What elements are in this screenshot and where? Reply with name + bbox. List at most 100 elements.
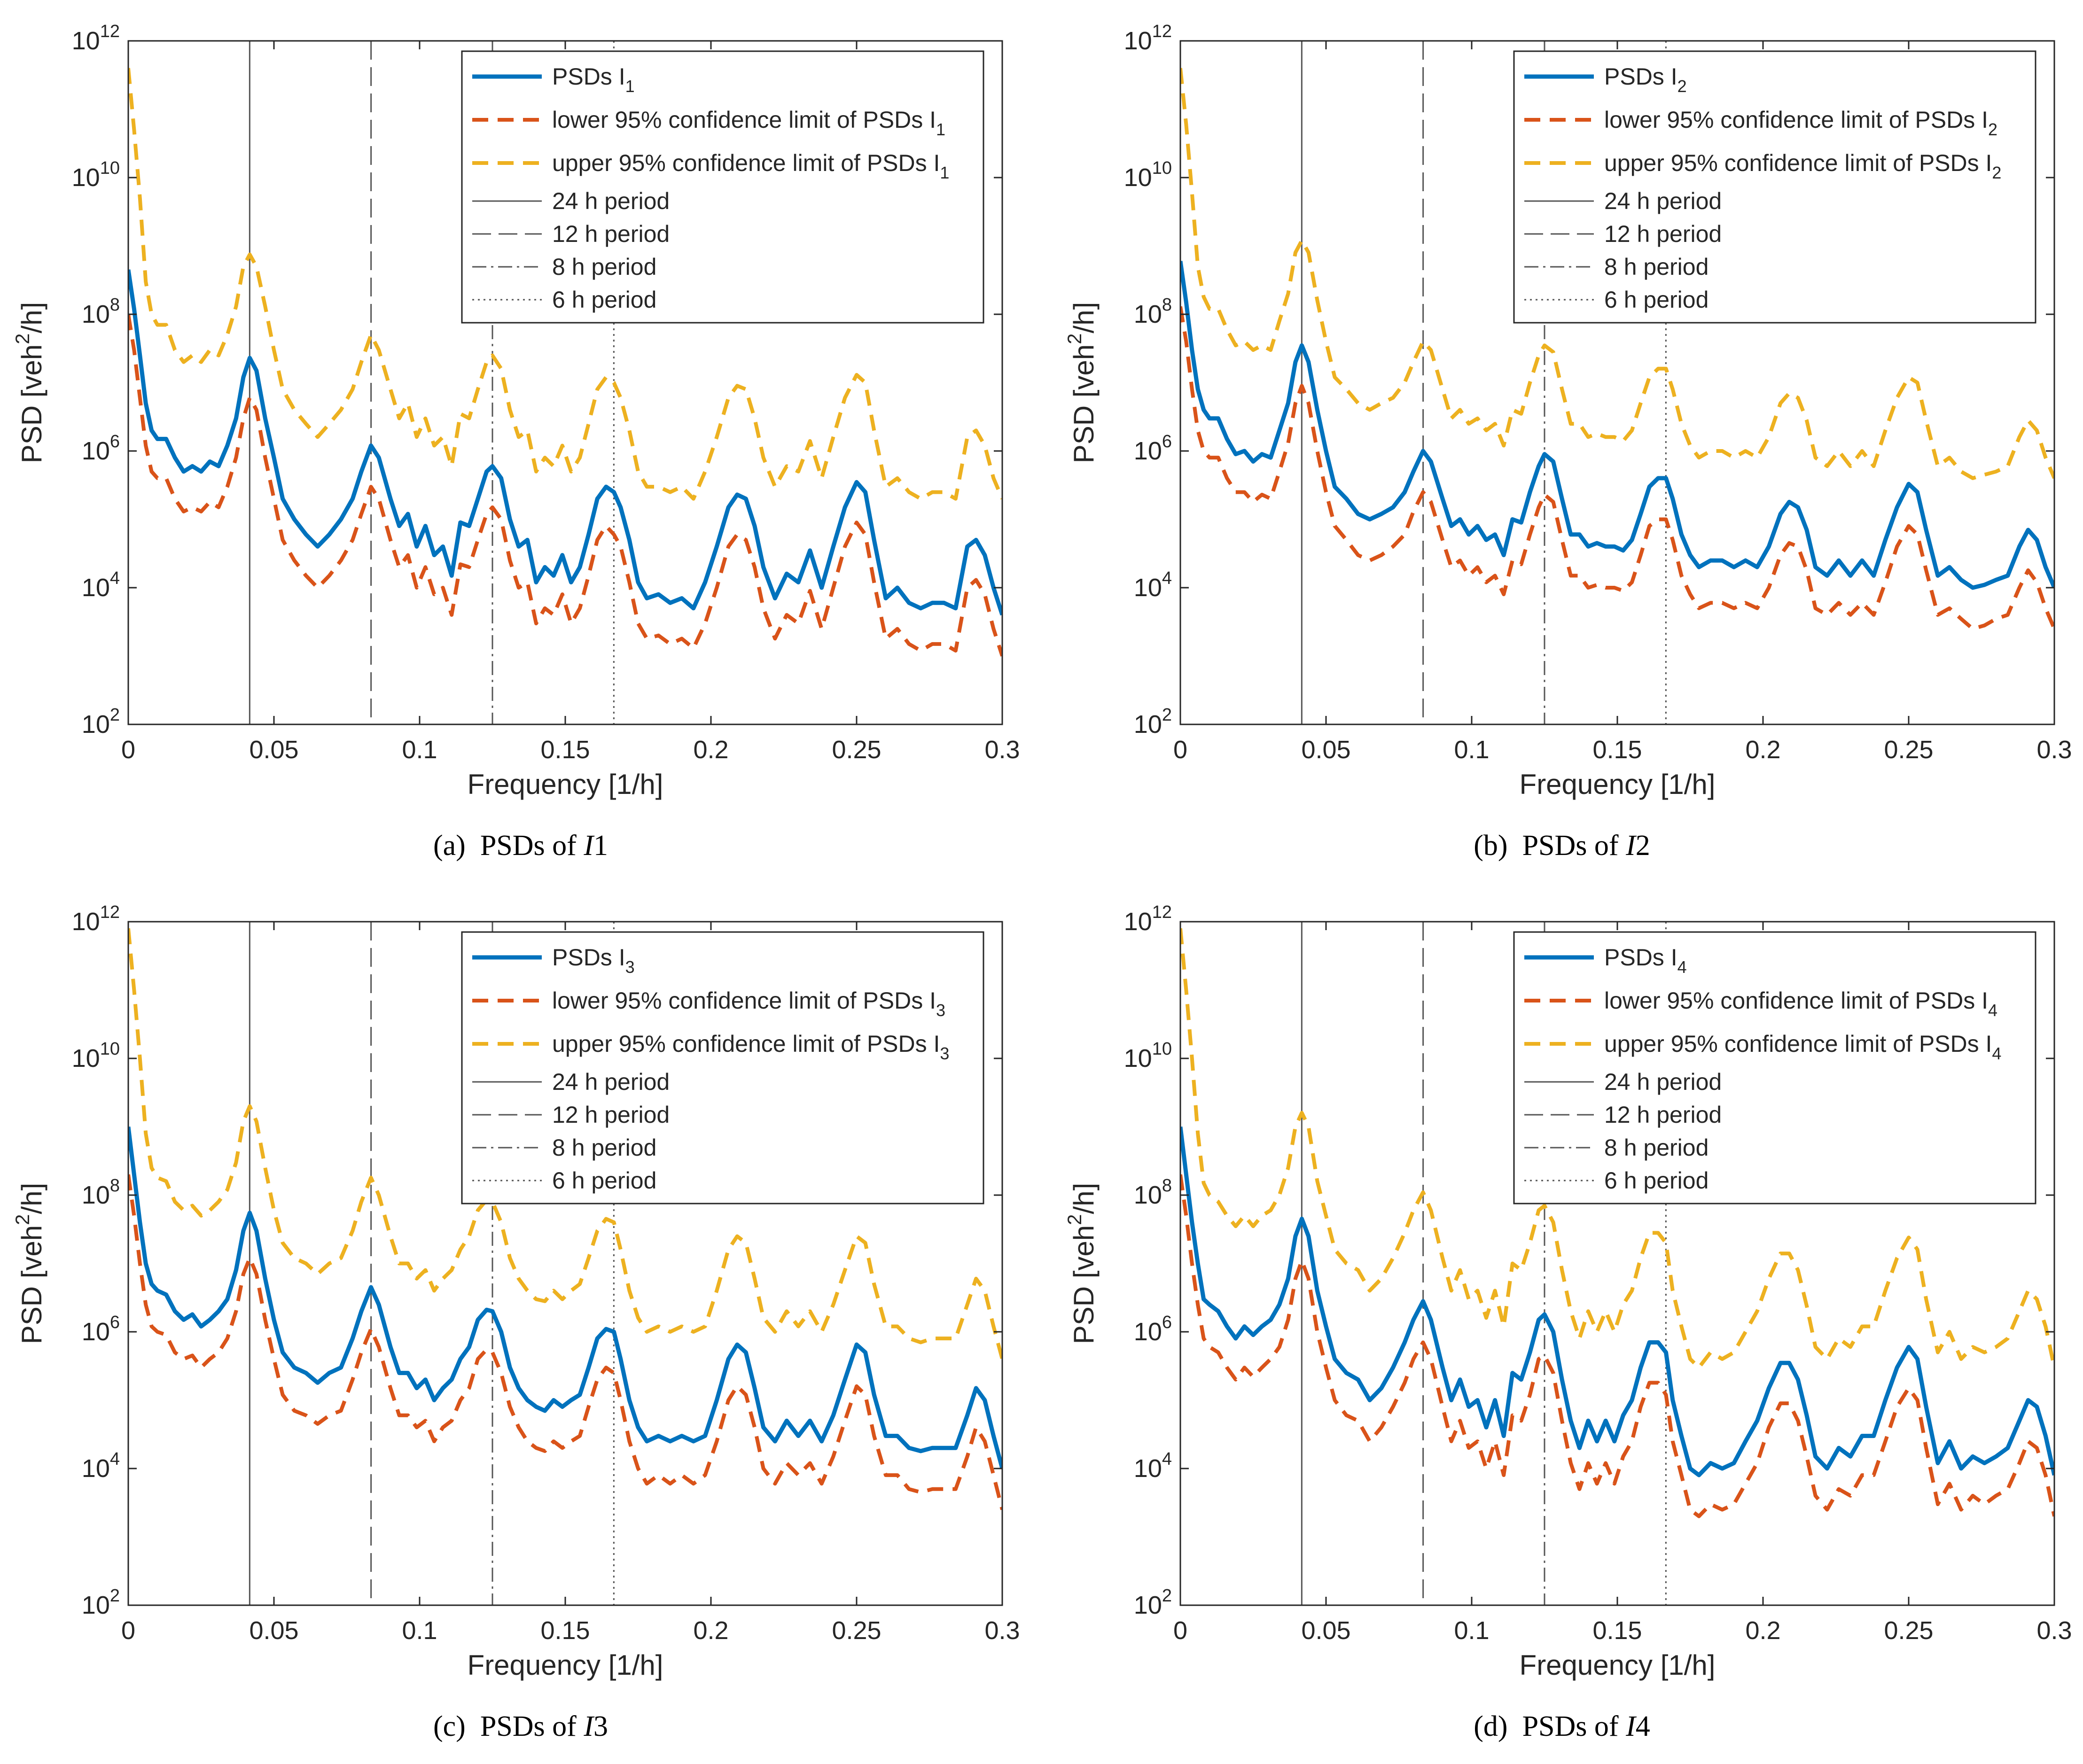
x-tick-label-a-6: 0.3	[984, 736, 1020, 764]
series-line-d-upper	[1180, 928, 2054, 1370]
series-line-d-lower	[1180, 1174, 2054, 1518]
caption-c-num: 3	[593, 1710, 608, 1742]
y-tick-label-c-1: 104	[82, 1449, 120, 1483]
caption-a-var: I	[584, 830, 593, 862]
x-tick-label-d-3: 0.15	[1592, 1616, 1642, 1645]
legend-box-b	[1513, 50, 2036, 324]
series-line-a-psd	[128, 269, 1002, 616]
x-axis-label-a: Frequency [1/h]	[468, 769, 663, 800]
legend-label-b-3: 24 h period	[1604, 188, 1722, 214]
legend-label-a-1: lower 95% confidence limit of PSDs I1	[552, 107, 945, 139]
legend-label-b-5: 8 h period	[1604, 254, 1709, 280]
legend-label-a-0: PSDs I1	[552, 63, 635, 96]
x-tick-label-c-6: 0.3	[984, 1616, 1020, 1645]
series-line-c-lower	[128, 1174, 1002, 1510]
caption-c-prefix: PSDs of	[480, 1710, 577, 1742]
x-tick-label-a-1: 0.05	[249, 736, 298, 764]
x-tick-label-b-2: 0.1	[1454, 736, 1489, 764]
y-tick-label-a-3: 108	[82, 295, 120, 328]
legend-label-c-4: 12 h period	[552, 1102, 670, 1128]
legend-label-b-6: 6 h period	[1604, 287, 1709, 313]
caption-b-prefix: PSDs of	[1522, 830, 1619, 862]
panels-root: 0 0.05 0.1 0.15 0.2 0.25 0.3 102 104 106 108 1010 10…	[11, 22, 2072, 1681]
y-tick-label-a-4: 1010	[72, 158, 120, 192]
legend-label-a-4: 12 h period	[552, 221, 670, 247]
series-line-c-upper	[128, 928, 1002, 1360]
x-tick-label-c-5: 0.25	[832, 1616, 881, 1645]
y-tick-label-c-3: 108	[82, 1176, 120, 1209]
x-tick-label-b-3: 0.15	[1592, 736, 1642, 764]
x-tick-label-a-2: 0.1	[402, 736, 437, 764]
legend-label-b-1: lower 95% confidence limit of PSDs I2	[1604, 107, 1997, 139]
legend-label-c-2: upper 95% confidence limit of PSDs I3	[552, 1031, 949, 1063]
legend-label-d-6: 6 h period	[1604, 1167, 1709, 1194]
legend-label-a-3: 24 h period	[552, 188, 670, 214]
y-tick-label-c-2: 106	[82, 1313, 120, 1346]
panel-a: 0 0.05 0.1 0.15 0.2 0.25 0.3 102 104 106 108 1010 10…	[11, 22, 1020, 800]
series-line-a-upper	[128, 68, 1002, 501]
caption-d-num: 4	[1635, 1710, 1650, 1742]
caption-d-var: I	[1626, 1710, 1636, 1742]
x-tick-label-c-0: 0	[121, 1616, 135, 1645]
y-tick-label-d-3: 108	[1134, 1176, 1172, 1209]
caption-c-var: I	[584, 1710, 593, 1742]
legend-label-b-4: 12 h period	[1604, 221, 1722, 247]
caption-d: (d) PSDs of I4	[1041, 1710, 2083, 1743]
legend-label-a-2: upper 95% confidence limit of PSDs I1	[552, 150, 949, 182]
panel-b: 0 0.05 0.1 0.15 0.2 0.25 0.3 102 104 106 108 1010 10…	[1063, 22, 2072, 800]
x-tick-label-a-0: 0	[121, 736, 135, 764]
legend-box-c	[461, 931, 984, 1204]
caption-a-tag: (a)	[433, 830, 466, 862]
series-line-b-lower	[1180, 306, 2054, 631]
y-axis-label-d: PSD [veh2/h]	[1063, 1183, 1100, 1344]
y-tick-label-b-0: 102	[1134, 705, 1172, 738]
y-tick-label-b-1: 104	[1134, 568, 1172, 602]
x-tick-label-a-5: 0.25	[832, 736, 881, 764]
x-tick-label-d-0: 0	[1173, 1616, 1187, 1645]
x-tick-label-d-1: 0.05	[1301, 1616, 1350, 1645]
y-tick-label-a-1: 104	[82, 568, 120, 602]
x-tick-label-c-4: 0.2	[693, 1616, 728, 1645]
x-tick-label-d-2: 0.1	[1454, 1616, 1489, 1645]
x-axis-label-c: Frequency [1/h]	[468, 1649, 663, 1681]
y-axis-label-c: PSD [veh2/h]	[11, 1183, 47, 1344]
x-axis-label-d: Frequency [1/h]	[1520, 1649, 1716, 1681]
legend-label-d-2: upper 95% confidence limit of PSDs I4	[1604, 1031, 2001, 1063]
series-line-d-psd	[1180, 1126, 2054, 1477]
series-group-a	[128, 68, 1002, 657]
legend-label-c-0: PSDs I3	[552, 944, 635, 977]
y-tick-label-d-4: 1010	[1124, 1039, 1172, 1072]
caption-d-prefix: PSDs of	[1522, 1710, 1619, 1742]
legend-label-c-5: 8 h period	[552, 1135, 656, 1161]
y-tick-label-a-5: 1012	[72, 22, 120, 55]
legend-label-d-4: 12 h period	[1604, 1102, 1722, 1128]
x-tick-label-b-6: 0.3	[2036, 736, 2072, 764]
y-tick-label-b-4: 1010	[1124, 158, 1172, 192]
legend-label-b-0: PSDs I2	[1604, 63, 1687, 96]
y-tick-label-c-5: 1012	[72, 902, 120, 936]
x-tick-label-c-3: 0.15	[540, 1616, 590, 1645]
series-group-c	[128, 928, 1002, 1510]
x-tick-label-b-0: 0	[1173, 736, 1187, 764]
y-tick-label-d-1: 104	[1134, 1449, 1172, 1483]
legend-label-d-5: 8 h period	[1604, 1135, 1709, 1161]
y-tick-label-b-5: 1012	[1124, 22, 1172, 55]
series-line-b-upper	[1180, 68, 2054, 480]
series-line-b-psd	[1180, 261, 2054, 590]
y-tick-label-a-2: 106	[82, 432, 120, 465]
y-tick-label-a-0: 102	[82, 705, 120, 738]
x-tick-label-b-4: 0.2	[1745, 736, 1780, 764]
legend-label-a-5: 8 h period	[552, 254, 656, 280]
y-tick-label-d-2: 106	[1134, 1313, 1172, 1346]
series-group-b	[1180, 68, 2054, 631]
y-tick-label-c-0: 102	[82, 1586, 120, 1619]
x-tick-label-a-4: 0.2	[693, 736, 728, 764]
legend-label-a-6: 6 h period	[552, 287, 656, 313]
y-tick-label-c-4: 1010	[72, 1039, 120, 1072]
y-tick-label-b-2: 106	[1134, 432, 1172, 465]
legend-label-d-0: PSDs I4	[1604, 944, 1687, 977]
x-tick-label-c-1: 0.05	[249, 1616, 298, 1645]
caption-b-var: I	[1626, 830, 1636, 862]
x-tick-label-d-5: 0.25	[1884, 1616, 1933, 1645]
